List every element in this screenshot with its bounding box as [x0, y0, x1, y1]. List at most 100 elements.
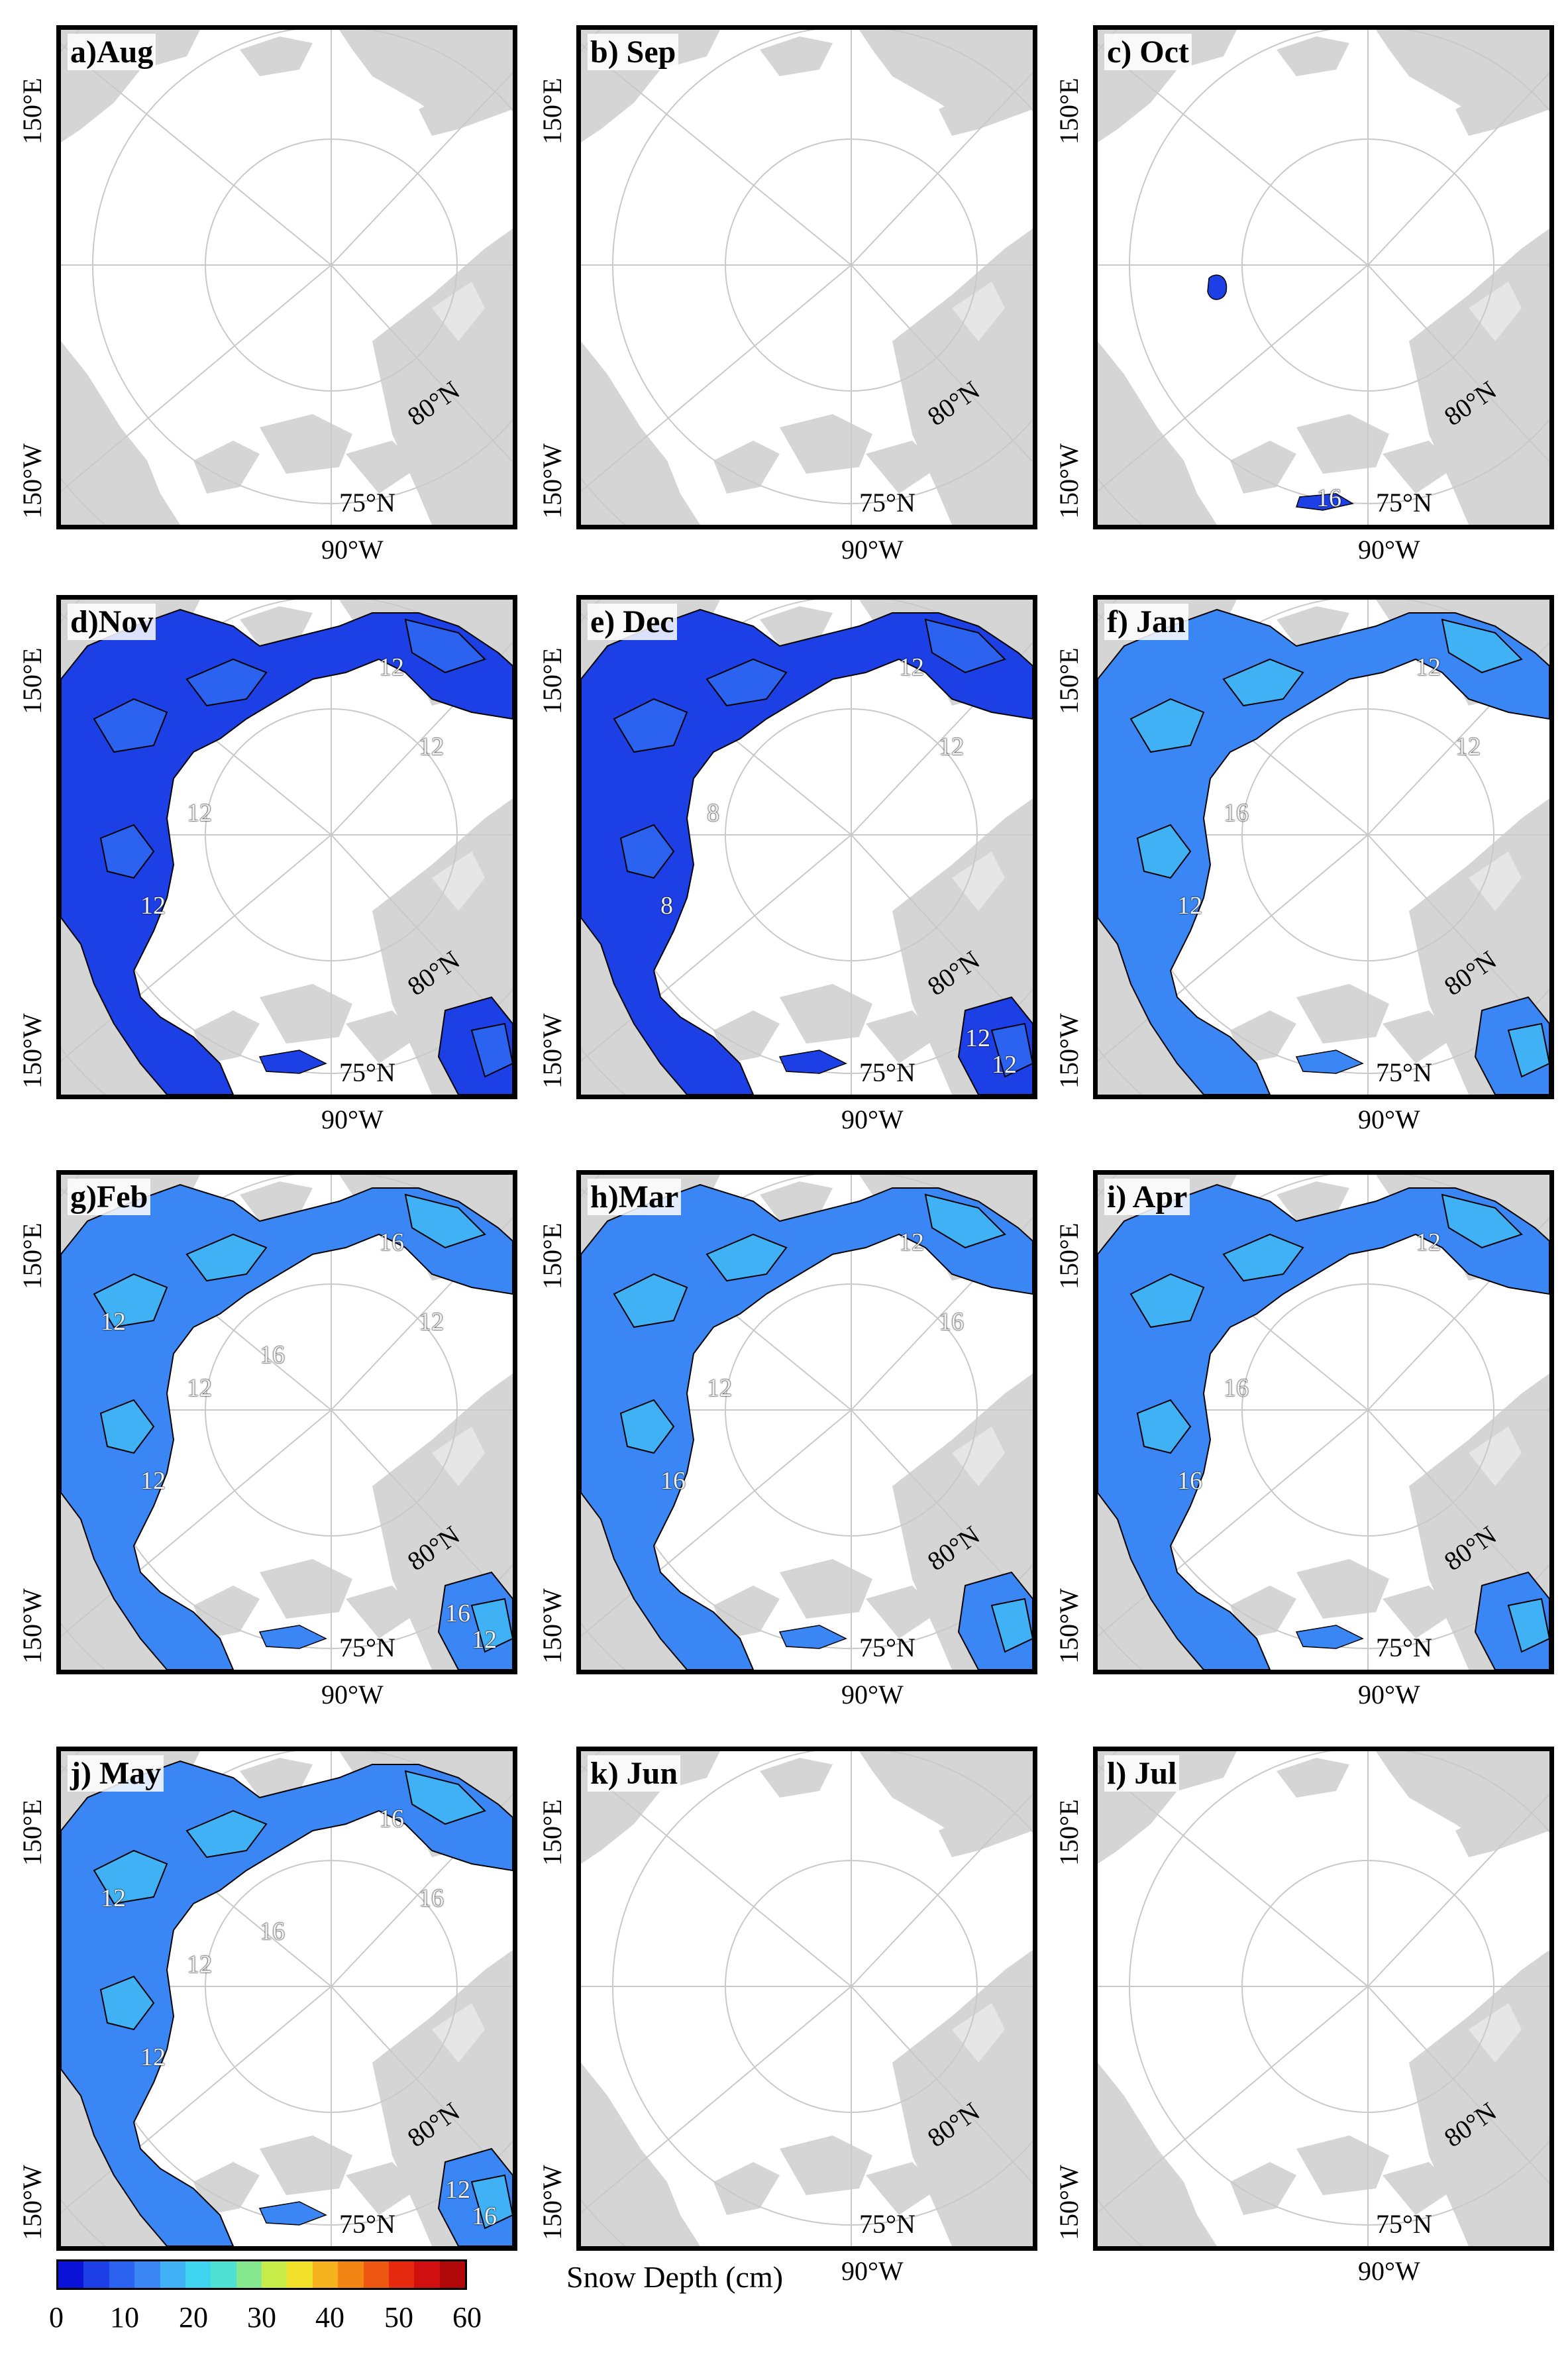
map-panel: f) Jan 80°N 75°N 16 12 12 12 — [1093, 595, 1554, 1099]
contour-label: 12 — [419, 1308, 444, 1336]
longitude-label-150w: 150°W — [17, 1588, 47, 1664]
longitude-label-90w: 90°W — [841, 535, 904, 565]
polar-map — [581, 600, 1033, 1095]
longitude-label-90w: 90°W — [841, 2256, 904, 2286]
map-panel: e) Dec 80°N 75°N 8 8 12 12 12 12 — [576, 595, 1037, 1099]
contour-label: 12 — [992, 1051, 1017, 1079]
contour-label: 16 — [260, 1918, 285, 1945]
colorbar-segment — [211, 2261, 236, 2288]
longitude-label-150w: 150°W — [537, 1588, 567, 1664]
polar-map — [61, 1751, 513, 2246]
longitude-label-150w: 150°W — [537, 443, 567, 519]
longitude-label-90w: 90°W — [1358, 2256, 1420, 2286]
map-panel: h)Mar 80°N 75°N 12 16 12 16 — [576, 1170, 1037, 1674]
map-panel: a)Aug 80°N 75°N — [56, 25, 517, 529]
colorbar-segment — [388, 2261, 415, 2288]
contour-label: 12 — [1416, 1228, 1441, 1256]
panel-label: g)Feb — [68, 1179, 151, 1215]
panel-label: d)Nov — [68, 604, 156, 640]
contour-label: 12 — [101, 1884, 126, 1912]
latitude-label-75n: 75°N — [339, 1057, 395, 1087]
panel-label: a)Aug — [68, 34, 156, 70]
contour-label: 12 — [472, 1626, 497, 1654]
colorbar-segment — [439, 2261, 465, 2288]
longitude-label-150w: 150°W — [17, 1013, 47, 1089]
latitude-label-75n: 75°N — [339, 1633, 395, 1662]
longitude-label-90w: 90°W — [1358, 535, 1420, 565]
longitude-label-150e: 150°E — [537, 647, 567, 714]
contour-label: 16 — [419, 1884, 444, 1912]
longitude-label-150w: 150°W — [537, 1013, 567, 1089]
colorbar-tick: 50 — [384, 2301, 413, 2334]
contour-label: 12 — [379, 653, 404, 681]
polar-map — [61, 600, 513, 1095]
contour-label: 12 — [1177, 892, 1202, 920]
polar-map — [1098, 30, 1549, 525]
longitude-label-150w: 150°W — [537, 2165, 567, 2240]
map-panel: c) Oct 80°N 75°N 16 — [1093, 25, 1554, 529]
colorbar — [56, 2259, 467, 2290]
longitude-label-150w: 150°W — [1054, 443, 1084, 519]
longitude-label-150e: 150°E — [17, 78, 47, 144]
longitude-label-150e: 150°E — [17, 1799, 47, 1866]
contour-label: 16 — [1224, 799, 1249, 827]
latitude-label-75n: 75°N — [859, 1057, 915, 1087]
contour-label: 16 — [260, 1341, 285, 1369]
map-panel: i) Apr 80°N 75°N 16 16 12 — [1093, 1170, 1554, 1674]
longitude-label-150w: 150°W — [17, 2165, 47, 2240]
latitude-label-75n: 75°N — [339, 488, 395, 517]
contour-label: 12 — [899, 1228, 924, 1256]
contour-label: 12 — [187, 799, 212, 827]
colorbar-segment — [338, 2261, 364, 2288]
contour-label: 12 — [899, 653, 924, 681]
colorbar-segment — [134, 2261, 160, 2288]
contour-label: 8 — [707, 799, 719, 827]
contour-label: 16 — [939, 1308, 964, 1336]
contour-label: 8 — [660, 892, 673, 920]
polar-map — [581, 1175, 1033, 1670]
longitude-label-150w: 150°W — [17, 443, 47, 519]
colorbar-segment — [58, 2261, 84, 2288]
map-panel: g)Feb 80°N 75°N 12 12 16 12 16 12 12 16 — [56, 1170, 517, 1674]
longitude-label-150e: 150°E — [1054, 647, 1084, 714]
longitude-label-150e: 150°E — [1054, 1222, 1084, 1289]
longitude-label-150e: 150°E — [537, 1222, 567, 1289]
panel-label: l) Jul — [1104, 1755, 1180, 1792]
polar-map — [1098, 1751, 1549, 2246]
longitude-label-90w: 90°W — [1358, 1680, 1420, 1709]
map-panel: l) Jul 80°N 75°N — [1093, 1747, 1554, 2251]
colorbar-segment — [160, 2261, 185, 2288]
colorbar-segment — [236, 2261, 262, 2288]
contour-label: 16 — [660, 1467, 686, 1495]
latitude-label-75n: 75°N — [1376, 488, 1432, 517]
polar-map — [61, 30, 513, 525]
latitude-label-75n: 75°N — [1376, 1633, 1432, 1662]
longitude-label-150w: 150°W — [1054, 1013, 1084, 1089]
map-panel: d)Nov 80°N 75°N 12 12 12 12 — [56, 595, 517, 1099]
longitude-label-150e: 150°E — [17, 647, 47, 714]
contour-label: 12 — [187, 1374, 212, 1402]
panel-label: i) Apr — [1104, 1179, 1190, 1215]
contour-label: 16 — [379, 1805, 404, 1833]
latitude-label-75n: 75°N — [1376, 2209, 1432, 2239]
map-panel: k) Jun 80°N 75°N — [576, 1747, 1037, 2251]
contour-label: 12 — [1416, 653, 1441, 681]
contour-label: 16 — [1224, 1374, 1249, 1402]
colorbar-segment — [185, 2261, 211, 2288]
longitude-label-150w: 150°W — [1054, 1588, 1084, 1664]
longitude-label-90w: 90°W — [321, 1680, 384, 1709]
colorbar-segment — [312, 2261, 339, 2288]
longitude-label-150e: 150°E — [537, 78, 567, 144]
contour-label: 12 — [419, 733, 444, 761]
panel-label: b) Sep — [588, 34, 679, 70]
contour-label: 12 — [965, 1024, 990, 1052]
colorbar-segment — [414, 2261, 440, 2288]
map-panel: b) Sep 80°N 75°N — [576, 25, 1037, 529]
longitude-label-90w: 90°W — [321, 1105, 384, 1134]
contour-label: 12 — [707, 1374, 732, 1402]
contour-label: 16 — [379, 1228, 404, 1256]
polar-map — [61, 1175, 513, 1670]
contour-label: 12 — [187, 1951, 212, 1978]
panel-label: f) Jan — [1104, 604, 1188, 640]
longitude-label-150e: 150°E — [537, 1799, 567, 1866]
